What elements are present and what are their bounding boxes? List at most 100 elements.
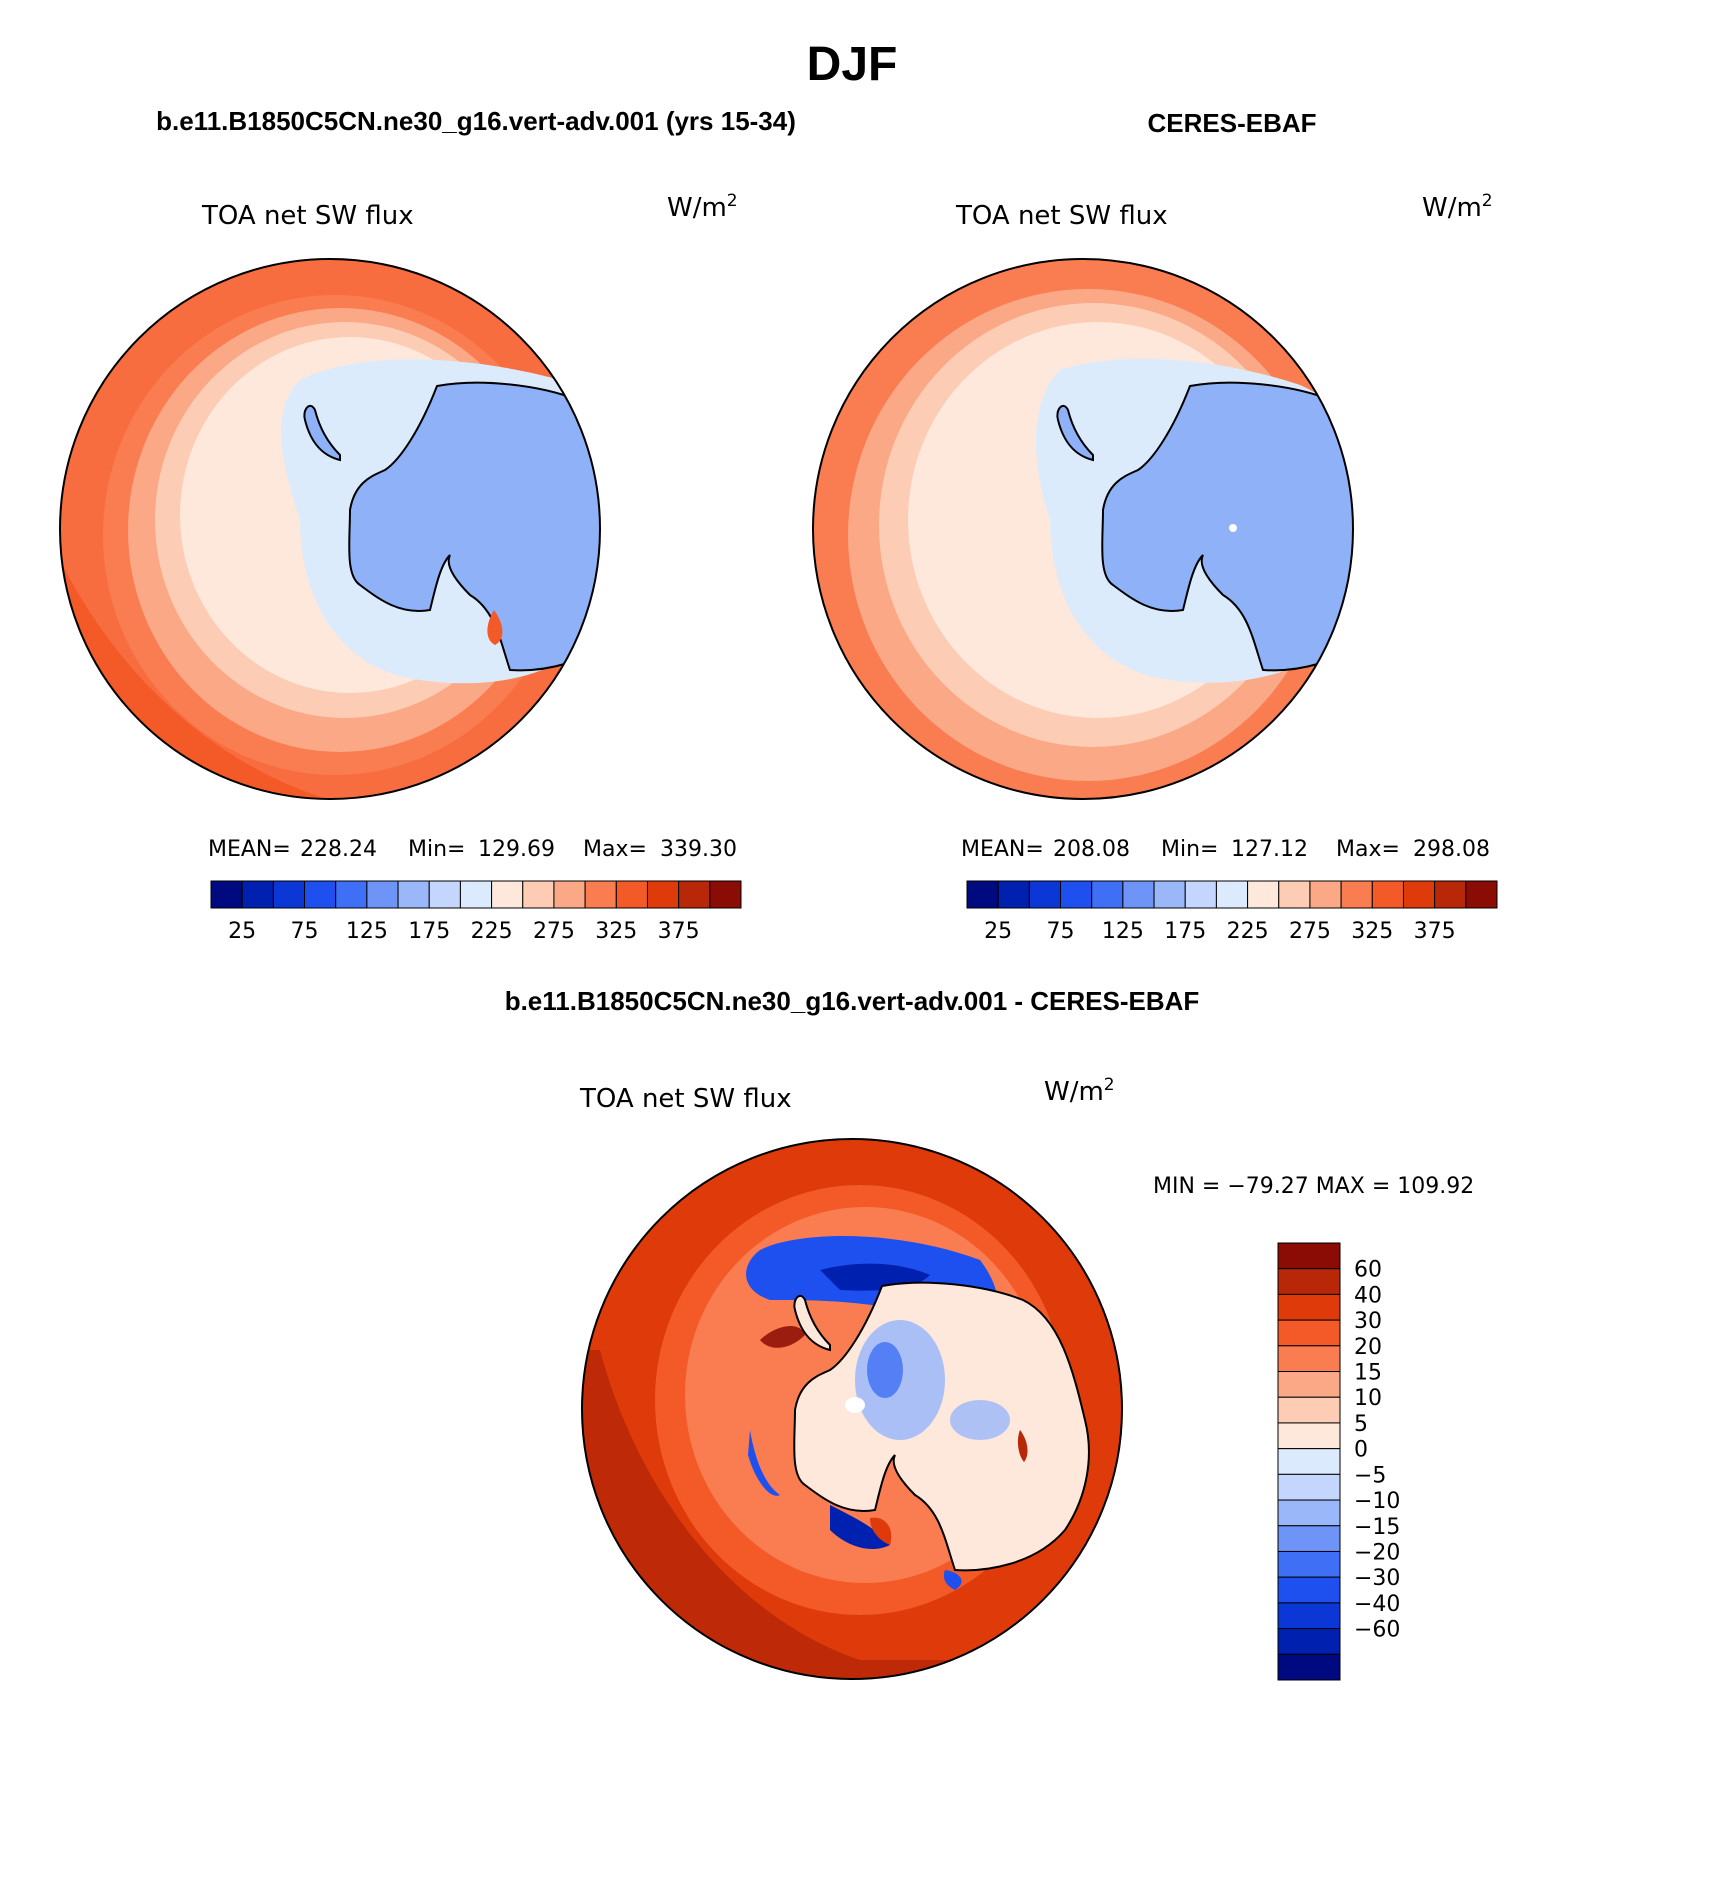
model-min-label: Min= [408, 837, 465, 862]
obs-colorbar-tick-label: 325 [1351, 919, 1393, 944]
diff-colorbar-box [1277, 1499, 1341, 1527]
model-max-label: Max= [583, 837, 647, 862]
model-colorbar-box [553, 880, 586, 909]
figure-title: DJF [807, 38, 898, 91]
model-min-value: 129.69 [478, 837, 555, 862]
obs-max-label: Max= [1336, 837, 1400, 862]
obs-colorbar-box [1465, 880, 1498, 909]
model-colorbar-box [678, 880, 711, 909]
diff-colorbar-box [1277, 1602, 1341, 1630]
obs-polar-map [812, 258, 1354, 800]
diff-colorbar-box [1277, 1525, 1341, 1552]
obs-colorbar-box [1184, 880, 1217, 909]
model-colorbar-box [428, 880, 461, 909]
diff-colorbar-tick-label: 40 [1354, 1283, 1382, 1308]
model-mean-value: 228.24 [300, 837, 377, 862]
diff-colorbar-box [1277, 1550, 1341, 1578]
model-units-label: W/m2 [667, 191, 738, 223]
obs-colorbar-box [1122, 880, 1155, 909]
obs-colorbar-box [1153, 880, 1186, 909]
model-colorbar-tick-label: 175 [408, 919, 450, 944]
diff-polar-map [581, 1138, 1123, 1680]
model-colorbar-box [522, 880, 555, 909]
diff-colorbar-tick-label: −10 [1354, 1489, 1400, 1514]
model-colorbar-tick-label: 325 [595, 919, 637, 944]
diff-colorbar-tick-label: −5 [1354, 1463, 1386, 1488]
obs-max-value: 298.08 [1413, 837, 1490, 862]
diff-colorbar-tick-label: −30 [1354, 1566, 1400, 1591]
model-colorbar-box [304, 880, 337, 909]
model-variable-label: TOA net SW flux [201, 201, 414, 231]
model-colorbar-box [491, 880, 524, 909]
obs-colorbar-box [1371, 880, 1404, 909]
obs-min-value: 127.12 [1231, 837, 1308, 862]
model-colorbar-tick-label: 225 [471, 919, 513, 944]
obs-colorbar-box [1434, 880, 1467, 909]
obs-colorbar-tick-label: 225 [1227, 919, 1269, 944]
obs-colorbar-box [1060, 880, 1093, 909]
diff-colorbar-box [1277, 1242, 1341, 1270]
obs-colorbar-box [1340, 880, 1373, 909]
obs-colorbar-tick-label: 275 [1289, 919, 1331, 944]
diff-colorbar-box [1277, 1628, 1341, 1655]
diff-colorbar-box [1277, 1653, 1341, 1681]
diff-units-label: W/m2 [1044, 1075, 1115, 1107]
obs-variable-label: TOA net SW flux [955, 201, 1168, 231]
obs-mean-value: 208.08 [1053, 837, 1130, 862]
diff-colorbar-tick-label: −15 [1354, 1515, 1400, 1540]
obs-units-label: W/m2 [1422, 191, 1493, 223]
model-colorbar-tick-label: 75 [291, 919, 319, 944]
model-colorbar [210, 880, 742, 909]
diff-colorbar-box [1277, 1319, 1341, 1347]
diff-colorbar-box [1277, 1293, 1341, 1321]
model-colorbar-box [210, 880, 243, 909]
obs-colorbar-box [1028, 880, 1062, 909]
obs-colorbar-box [1247, 880, 1280, 909]
obs-antarctica-land [1101, 381, 1353, 672]
obs-colorbar-box [1402, 880, 1436, 909]
diff-panel-header: b.e11.B1850C5CN.ne30_g16.vert-adv.001 - … [505, 986, 1200, 1016]
diff-colorbar-box [1277, 1371, 1341, 1398]
diff-colorbar-tick-label: 0 [1354, 1438, 1368, 1463]
model-colorbar-tick-label: 375 [658, 919, 700, 944]
diff-colorbar-tick-label: −40 [1354, 1592, 1400, 1617]
diff-colorbar-tick-label: 15 [1354, 1361, 1382, 1386]
diff-colorbar [1277, 1242, 1341, 1681]
diff-colorbar-tick-label: 5 [1354, 1412, 1368, 1437]
obs-min-label: Min= [1161, 837, 1218, 862]
obs-colorbar-tick-label: 125 [1102, 919, 1144, 944]
diff-colorbar-tick-label: 20 [1354, 1335, 1382, 1360]
diff-colorbar-tick-label: −20 [1354, 1540, 1400, 1565]
obs-colorbar-tick-label: 175 [1164, 919, 1206, 944]
diff-colorbar-box [1277, 1422, 1341, 1450]
obs-mean-label: MEAN= [961, 837, 1044, 862]
obs-colorbar [966, 880, 1498, 909]
obs-stats: MEAN= 208.08 Min= 127.12 Max= 298.08 [961, 837, 1490, 862]
model-colorbar-box [366, 880, 399, 909]
obs-colorbar-box [1309, 880, 1342, 909]
diff-colorbar-box [1277, 1448, 1341, 1475]
model-mean-label: MEAN= [208, 837, 291, 862]
model-colorbar-box [646, 880, 680, 909]
model-colorbar-box [335, 880, 368, 909]
model-antarctica-land [348, 381, 600, 672]
diff-colorbar-box [1277, 1268, 1341, 1295]
diff-colorbar-tick-label: 30 [1354, 1309, 1382, 1334]
obs-colorbar-ticks: 25 75 125 175 225 275 325 375 [984, 919, 1455, 944]
model-colorbar-tick-label: 275 [533, 919, 575, 944]
model-colorbar-ticks: 25 75 125 175 225 275 325 375 [228, 919, 699, 944]
model-max-value: 339.30 [660, 837, 737, 862]
model-stats: MEAN= 228.24 Min= 129.69 Max= 339.30 [208, 837, 737, 862]
diff-colorbar-box [1277, 1396, 1341, 1424]
obs-colorbar-box [1278, 880, 1311, 909]
obs-colorbar-tick-label: 25 [984, 919, 1012, 944]
diff-colorbar-box [1277, 1473, 1341, 1501]
obs-colorbar-box [966, 880, 999, 909]
diff-colorbar-tick-label: 10 [1354, 1386, 1382, 1411]
model-colorbar-box [241, 880, 274, 909]
model-colorbar-box [615, 880, 648, 909]
model-colorbar-box [584, 880, 617, 909]
model-colorbar-box [397, 880, 430, 909]
model-panel-header: b.e11.B1850C5CN.ne30_g16.vert-adv.001 (y… [156, 106, 796, 136]
